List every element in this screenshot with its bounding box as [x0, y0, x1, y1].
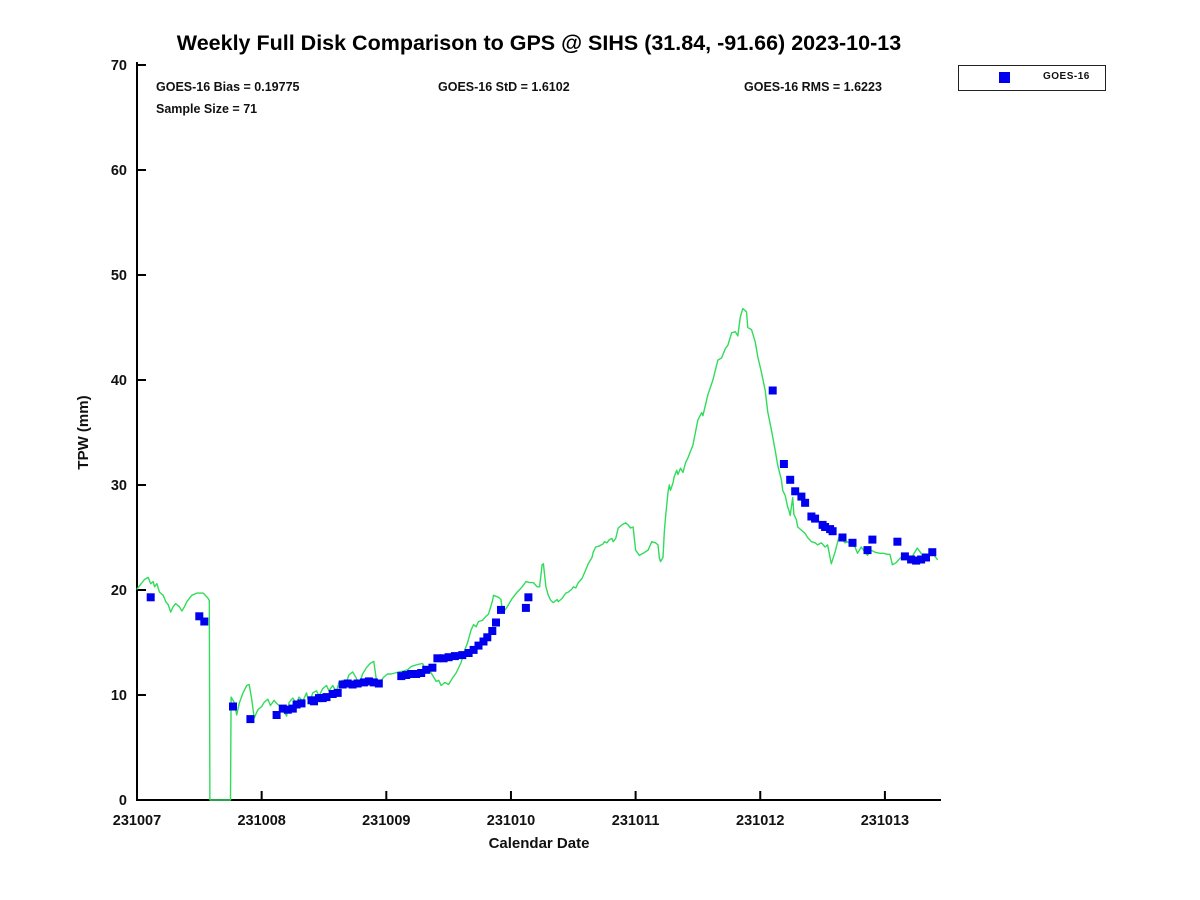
- goes16-point: [229, 702, 237, 711]
- goes16-point: [779, 460, 788, 468]
- goes16-point: [246, 715, 255, 724]
- goes16-point: [458, 651, 467, 660]
- stat-rms: GOES-16 RMS = 1.6223: [744, 80, 882, 94]
- x-axis-label: Calendar Date: [489, 835, 590, 852]
- goes16-point: [917, 555, 926, 564]
- stat-std: GOES-16 StD = 1.6102: [438, 80, 570, 94]
- goes16-point: [402, 671, 411, 679]
- goes16-point: [417, 669, 426, 677]
- y-tick-label: 30: [111, 478, 127, 494]
- goes16-point: [801, 498, 810, 507]
- y-tick-label: 10: [111, 688, 127, 704]
- goes16-point: [297, 699, 306, 708]
- goes16-point: [272, 711, 281, 719]
- chart-title: Weekly Full Disk Comparison to GPS @ SIH…: [176, 31, 902, 55]
- goes16-point: [397, 672, 406, 681]
- x-tick-label: 231012: [736, 813, 784, 829]
- goes16-point: [848, 538, 857, 547]
- x-tick-label: 231013: [861, 813, 909, 829]
- goes16-point: [353, 679, 362, 688]
- goes16-point: [412, 670, 421, 678]
- goes16-point: [521, 603, 530, 612]
- legend-marker-square-icon: [999, 72, 1010, 83]
- y-tick-label: 40: [111, 373, 127, 389]
- gps-line-series: [136, 307, 938, 801]
- stat-bias: GOES-16 Bias = 0.19775: [156, 80, 300, 94]
- plot-axes: 231007 231008 231009 231010 231011 231012 2310…: [75, 58, 941, 852]
- legend-label-goes16: GOES-16: [1043, 71, 1090, 82]
- goes16-point: [333, 688, 342, 697]
- goes16-point: [928, 548, 937, 557]
- goes16-point: [310, 697, 318, 706]
- stat-sample-size: Sample Size = 71: [156, 102, 258, 116]
- goes16-point: [524, 593, 533, 602]
- goes16-point: [838, 533, 847, 542]
- goes16-point: [359, 678, 368, 687]
- goes16-point: [369, 678, 378, 687]
- goes16-point: [146, 593, 155, 602]
- goes16-point: [469, 645, 478, 654]
- x-tick-label: 231009: [362, 813, 410, 829]
- goes16-point: [322, 693, 331, 702]
- y-tick-label: 60: [111, 163, 127, 179]
- goes16-point: [278, 704, 287, 713]
- x-tick-label: 231010: [487, 813, 535, 829]
- goes16-point: [907, 555, 916, 564]
- goes16-point: [422, 665, 431, 674]
- x-tick-label: 231007: [113, 813, 161, 829]
- goes16-point: [811, 514, 820, 523]
- goes16-point: [900, 552, 909, 561]
- x-tick-label: 231011: [612, 813, 660, 829]
- goes16-point: [768, 386, 777, 395]
- goes16-point: [821, 523, 830, 531]
- goes16-point: [922, 553, 930, 562]
- goes16-point: [195, 612, 204, 621]
- goes16-point: [200, 617, 209, 626]
- goes16-point: [433, 654, 442, 663]
- goes16-point: [348, 680, 357, 689]
- goes16-point: [439, 654, 448, 663]
- goes16-scatter-series: [146, 386, 937, 724]
- goes16-point: [797, 492, 806, 501]
- legend: GOES-16: [958, 65, 1106, 91]
- goes16-point: [364, 677, 373, 686]
- goes16-point: [428, 663, 437, 672]
- goes16-point: [288, 704, 297, 713]
- y-tick-label: 70: [111, 58, 127, 74]
- goes16-point: [863, 546, 872, 555]
- y-axis-label: TPW (mm): [75, 395, 92, 469]
- x-tick-label: 231008: [237, 813, 285, 829]
- goes16-point: [444, 653, 453, 662]
- goes16-point: [488, 627, 497, 635]
- goes16-point: [283, 705, 292, 714]
- y-tick-label: 50: [111, 268, 127, 284]
- goes16-point: [474, 641, 483, 650]
- goes16-point: [292, 700, 301, 709]
- goes16-point: [497, 605, 505, 614]
- goes16-point: [464, 649, 473, 657]
- goes16-point: [374, 679, 383, 688]
- gps-polyline: [136, 307, 938, 801]
- goes16-point: [868, 535, 877, 544]
- goes16-point: [407, 670, 416, 678]
- y-tick-label: 20: [111, 583, 127, 599]
- goes16-point: [912, 556, 921, 565]
- goes16-point: [893, 537, 902, 546]
- goes16-point: [328, 690, 337, 698]
- goes16-point: [479, 637, 488, 646]
- goes16-point: [450, 652, 459, 661]
- goes16-point: [786, 475, 795, 484]
- y-tick-label: 0: [119, 793, 127, 809]
- goes16-point: [828, 527, 837, 536]
- goes16-point: [338, 680, 347, 689]
- goes16-point: [483, 633, 492, 642]
- goes16-point: [791, 487, 800, 496]
- goes16-point: [492, 618, 500, 627]
- goes16-point: [343, 679, 352, 688]
